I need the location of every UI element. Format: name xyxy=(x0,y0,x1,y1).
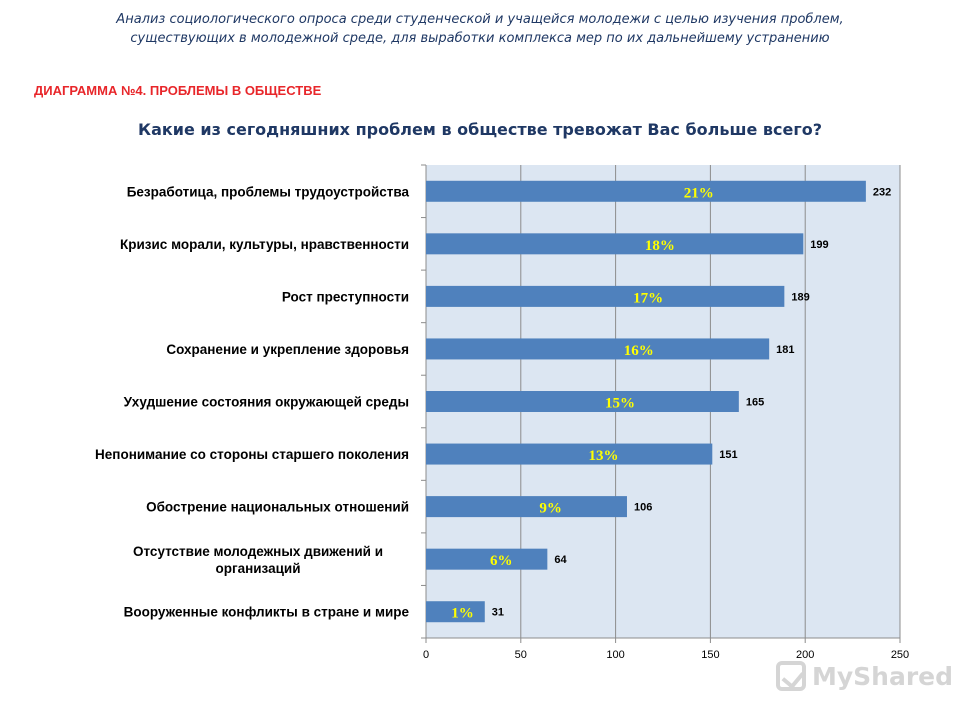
bar-percent-label: 16% xyxy=(624,343,654,359)
bar-value-label: 151 xyxy=(719,449,737,461)
x-tick-label: 0 xyxy=(423,649,429,661)
bar xyxy=(426,548,548,570)
diagram-subtitle: ДИАГРАММА №4. ПРОБЛЕМЫ В ОБЩЕСТВЕ xyxy=(34,83,322,98)
bar-percent-label: 17% xyxy=(633,290,663,306)
bar-value-label: 165 xyxy=(746,397,764,409)
bar-value-label: 199 xyxy=(810,239,828,251)
bar-value-label: 181 xyxy=(776,344,794,356)
category-label: Рост преступности xyxy=(282,289,409,304)
bar-value-label: 232 xyxy=(873,186,891,198)
x-tick-label: 50 xyxy=(515,649,527,661)
bar xyxy=(426,391,739,412)
bar xyxy=(426,496,627,518)
report-header: Анализ социологического опроса среди сту… xyxy=(0,10,960,48)
category-label: Отсутствие молодежных движений и организа… xyxy=(133,544,383,576)
bar-value-label: 64 xyxy=(554,554,567,566)
bar xyxy=(426,233,804,255)
category-label: Непонимание со стороны старшего поколени… xyxy=(95,447,409,462)
chart-title: Какие из сегодняшних проблем в обществе … xyxy=(138,120,822,139)
bar-percent-label: 1% xyxy=(451,606,474,622)
watermark: MyShared xyxy=(776,658,953,694)
x-tick-label: 200 xyxy=(796,649,814,661)
bar-percent-label: 18% xyxy=(645,238,675,254)
category-label-line: Отсутствие молодежных движений и xyxy=(133,544,383,559)
bar xyxy=(426,285,785,307)
header-line-2: существующих в молодежной среде, для выр… xyxy=(130,31,830,46)
bar-percent-label: 21% xyxy=(684,185,714,201)
x-tick-label: 250 xyxy=(891,649,909,661)
bar-percent-label: 6% xyxy=(490,553,513,569)
category-label: Безработица, проблемы трудоустройства xyxy=(127,184,410,199)
bar-value-label: 189 xyxy=(791,291,809,303)
watermark-logo-icon xyxy=(776,661,806,691)
bar xyxy=(426,180,866,202)
watermark-text: MyShared xyxy=(812,661,954,691)
x-tick-label: 150 xyxy=(701,649,719,661)
bar-percent-label: 9% xyxy=(539,501,562,517)
x-tick-label: 100 xyxy=(606,649,624,661)
bar xyxy=(426,338,770,360)
category-label-line: организаций xyxy=(215,561,300,576)
category-label: Сохранение и укрепление здоровья xyxy=(166,342,409,357)
bar xyxy=(426,443,713,465)
category-label: Ухудшение состояния окружающей среды xyxy=(124,395,409,410)
category-label: Вооруженные конфликты в стране и мире xyxy=(124,605,410,620)
category-label: Кризис морали, культуры, нравственности xyxy=(120,237,409,252)
bar-percent-label: 13% xyxy=(589,448,619,464)
bar-value-label: 106 xyxy=(634,502,652,514)
bar xyxy=(426,601,485,623)
category-label: Обострение национальных отношений xyxy=(146,500,409,515)
header-line-1: Анализ социологического опроса среди сту… xyxy=(116,12,844,27)
bar-percent-label: 15% xyxy=(605,396,635,412)
bar-value-label: 31 xyxy=(492,607,504,619)
